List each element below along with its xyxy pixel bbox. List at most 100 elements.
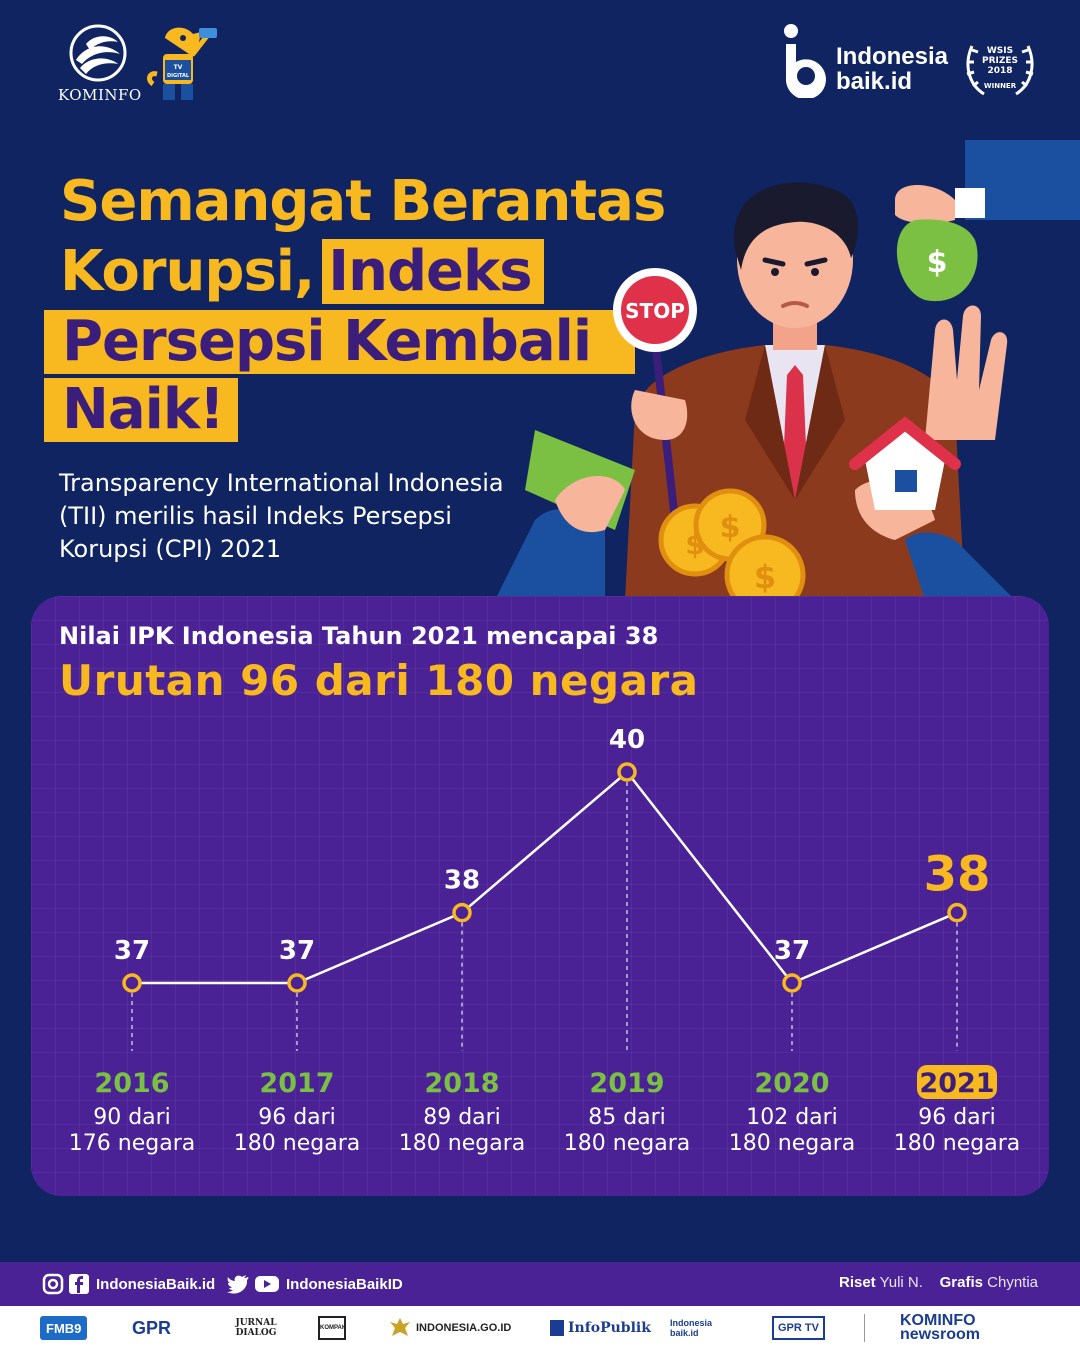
year-label-2017: 2017: [259, 1068, 334, 1099]
partner-logo-gpr[interactable]: GPR: [132, 1317, 172, 1338]
headline-line3: Persepsi Kembali: [44, 310, 636, 374]
rank-line1-2021: 96 dari: [918, 1105, 996, 1130]
hair: [733, 182, 858, 270]
headline: Semangat Berantas Korupsi, Indeks Perseps…: [44, 170, 666, 450]
data-point-2016: [122, 973, 142, 993]
chart-panel: Nilai IPK Indonesia Tahun 2021 mencapai …: [31, 596, 1049, 1196]
award-line2: PRIZES: [982, 56, 1018, 66]
award-line4: WINNER: [984, 82, 1017, 90]
partner-logo-indonesia-go-id-text: INDONESIA.GO.ID: [416, 1322, 512, 1334]
footer: IndonesiaBaik.id IndonesiaBaikID Riset Y…: [0, 1262, 1080, 1350]
year-label-2020: 2020: [754, 1068, 829, 1099]
value-label-2019: 40: [609, 725, 645, 755]
tie: [783, 365, 807, 500]
subtitle: Transparency International Indonesia (TI…: [59, 469, 504, 563]
social-group-2: IndonesiaBaikID: [226, 1273, 403, 1295]
kominfo-label: KOMINFO: [58, 86, 142, 104]
partner-logo-infopublik-text: InfoPublik: [568, 1320, 651, 1336]
partner-logo-indonesia-go-id[interactable]: INDONESIA.GO.ID: [388, 1316, 511, 1340]
facebook-icon[interactable]: [68, 1273, 90, 1295]
social-handle-2[interactable]: IndonesiaBaikID: [286, 1275, 403, 1293]
award-line3: 2018: [987, 66, 1012, 76]
footer-bar: IndonesiaBaik.id IndonesiaBaikID Riset Y…: [0, 1262, 1080, 1306]
money-bag-icon: [896, 219, 978, 302]
year-label-2019: 2019: [589, 1068, 664, 1099]
infopublik-mark-icon: [550, 1320, 564, 1336]
data-point-2020: [782, 973, 802, 993]
data-point-2018: [452, 902, 472, 923]
mascot-text: TV: [174, 64, 183, 71]
stop-sign-text: STOP: [625, 299, 685, 323]
svg-text:$: $: [720, 510, 741, 545]
rank-line1-2019: 85 dari: [588, 1105, 666, 1130]
value-label-2020: 37: [774, 936, 810, 966]
panel-heading: Nilai IPK Indonesia Tahun 2021 mencapai …: [59, 622, 659, 650]
credit-name-2: Chyntia: [987, 1274, 1038, 1291]
headline-line1: Semangat Berantas: [60, 169, 666, 234]
anti-corruption-illustration: STOP $ $ $ $: [495, 140, 1080, 600]
series-line: [132, 770, 958, 985]
rank-line1-2016: 90 dari: [93, 1105, 171, 1130]
tv-digital-mascot-icon: TV DIGITAL: [147, 27, 217, 100]
credits: Riset Yuli N. Grafis Chyntia: [839, 1274, 1038, 1291]
rank-line2-2020: 180 negara: [729, 1131, 855, 1156]
rank-line2-2016: 176 negara: [69, 1131, 195, 1156]
headline-line2a: Korupsi,: [60, 239, 315, 304]
data-point-2019: [617, 762, 637, 782]
wsis-award-badge: WSIS PRIZES 2018 WINNER: [966, 45, 1034, 96]
social-handle-1[interactable]: IndonesiaBaik.id: [96, 1275, 216, 1293]
year-label-2018: 2018: [424, 1068, 499, 1099]
rank-line1-2020: 102 dari: [746, 1105, 838, 1130]
strip-divider: [864, 1314, 865, 1342]
indonesiabaik-logo[interactable]: Indonesia baik.id: [782, 22, 972, 98]
rank-line1-2017: 96 dari: [258, 1105, 336, 1130]
partner-logo-jurnal-dialog[interactable]: JURNAL DIALOG: [235, 1318, 277, 1338]
indonesiabaik-text: Indonesia baik.id: [836, 44, 948, 94]
year-label-2016: 2016: [94, 1068, 169, 1099]
rank-line1-2018: 89 dari: [423, 1105, 501, 1130]
value-label-2017: 37: [279, 936, 315, 966]
brand-line2: baik.id: [836, 68, 913, 95]
headline-line2: Korupsi, Indeks: [60, 239, 544, 304]
svg-text:$: $: [927, 245, 948, 280]
value-label-2018: 38: [444, 866, 480, 896]
header: KOMINFO TV DIGITAL Indonesia baik.id WSI…: [0, 0, 1080, 130]
headline-line2b: Indeks: [322, 239, 544, 304]
value-label-2021: 38: [924, 847, 991, 903]
partner-logo-gpr-tv[interactable]: GPR TV: [772, 1316, 825, 1340]
partner-logo-kominfo-newsroom[interactable]: KOMINFO newsroom: [900, 1312, 981, 1343]
year-highlight-badge: [917, 1065, 997, 1099]
year-label-2021: 2021: [919, 1068, 994, 1099]
credit-name-1: Yuli N.: [879, 1274, 923, 1291]
award-line1: WSIS: [987, 46, 1013, 56]
rank-line2-2018: 180 negara: [399, 1131, 525, 1156]
panel-title: Urutan 96 dari 180 negara: [59, 656, 699, 705]
data-point-2017: [287, 973, 307, 993]
garuda-icon: [390, 1318, 410, 1336]
youtube-icon[interactable]: [254, 1273, 280, 1295]
kominfo-logo[interactable]: KOMINFO: [58, 22, 141, 104]
svg-text:DIGITAL: DIGITAL: [167, 73, 190, 79]
twitter-icon[interactable]: [226, 1273, 250, 1295]
partner-logo-infopublik[interactable]: InfoPublik: [550, 1316, 651, 1340]
social-group-1: IndonesiaBaik.id: [42, 1273, 215, 1295]
brand-line1: Indonesia: [836, 43, 949, 70]
headline-line4: Naik!: [44, 378, 238, 442]
credit-label-1: Riset: [838, 1274, 876, 1291]
value-label-2016: 37: [114, 936, 150, 966]
indonesiabaik-mark-icon: [784, 24, 826, 98]
svg-text:$: $: [754, 558, 776, 596]
credit-label-2: Grafis: [939, 1274, 983, 1291]
instagram-icon[interactable]: [42, 1273, 64, 1295]
partner-logo-fmb9[interactable]: FMB9: [40, 1316, 88, 1340]
raised-hand: [925, 305, 1008, 440]
svg-text:$: $: [685, 528, 704, 561]
partner-logo-indonesiabaik[interactable]: Indonesia baik.id: [670, 1318, 713, 1338]
rank-line2-2017: 180 negara: [234, 1131, 360, 1156]
rank-line2-2019: 180 negara: [564, 1131, 690, 1156]
data-point-2021: [947, 902, 967, 923]
rank-line2-2021: 180 negara: [894, 1131, 1020, 1156]
